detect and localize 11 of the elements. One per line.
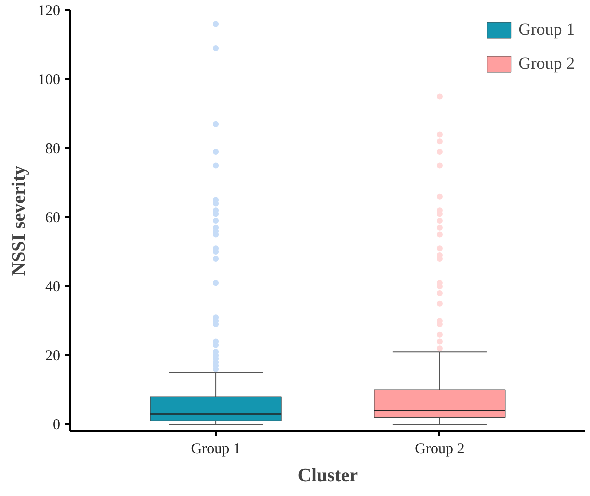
- x-axis-title: Cluster: [298, 466, 359, 486]
- y-tick-label: 60: [46, 210, 60, 227]
- y-tick-label: 120: [38, 4, 60, 20]
- y-tick-label: 80: [46, 142, 60, 158]
- y-tick-label: 20: [46, 348, 60, 365]
- y-tick-label: 40: [46, 280, 60, 296]
- legend-label: Group 1: [518, 20, 575, 40]
- y-axis-title: NSSI severity: [9, 165, 30, 276]
- legend-label: Group 2: [518, 54, 575, 74]
- y-tick-label: 0: [53, 418, 60, 434]
- y-tick-label: 100: [38, 72, 60, 89]
